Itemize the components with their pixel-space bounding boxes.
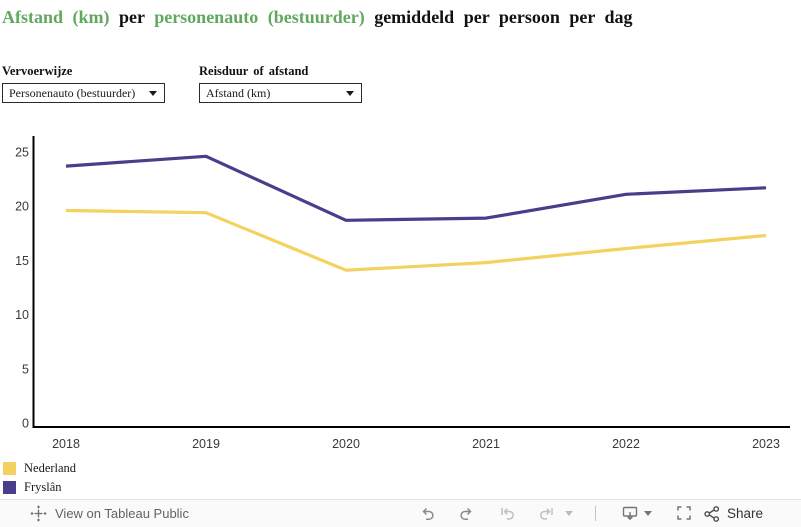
y-tick-label: 10 xyxy=(15,308,29,322)
download-options-chevron-down-icon[interactable] xyxy=(644,511,652,516)
legend-swatch xyxy=(3,481,16,494)
legend-label: Fryslân xyxy=(24,480,62,494)
filter-label: Vervoerwijze xyxy=(2,64,73,78)
legend-item-fryslân[interactable]: Fryslân xyxy=(3,478,76,497)
y-tick-label: 25 xyxy=(15,146,29,160)
legend-label: Nederland xyxy=(24,461,77,475)
x-tick-label: 2021 xyxy=(472,437,500,451)
toolbar: View on Tableau Public xyxy=(0,499,801,527)
filter-vervoerwijze: Vervoerwijze Personenauto (bestuurder) xyxy=(2,64,165,103)
line-chart: 0 5 10 15 20 25 2018 2019 2020 2021 2022 2023 xyxy=(0,126,801,458)
undo-icon[interactable] xyxy=(418,504,436,522)
fullscreen-icon[interactable] xyxy=(675,504,693,522)
y-tick-label: 5 xyxy=(22,362,29,376)
line-chart-svg: 0 5 10 15 20 25 2018 2019 2020 2021 2022 2023 xyxy=(15,136,790,451)
vervoerwijze-dropdown[interactable]: Personenauto (bestuurder) xyxy=(2,83,165,103)
title-segment-mode: personenauto (bestuurder) xyxy=(154,7,365,27)
y-tick-label: 0 xyxy=(22,417,29,431)
share-icon xyxy=(704,505,720,522)
share-button[interactable]: Share xyxy=(703,500,763,527)
chevron-down-icon xyxy=(149,91,157,96)
view-on-tableau-public-link[interactable]: View on Tableau Public xyxy=(30,500,189,527)
filter-reisduur: Reisduur of afstand Afstand (km) xyxy=(199,64,362,103)
chart-title: Afstand (km) per personenauto (bestuurde… xyxy=(2,7,633,28)
download-device-icon[interactable] xyxy=(621,504,639,522)
x-tick-label: 2022 xyxy=(612,437,640,451)
legend-swatch xyxy=(3,462,16,475)
toolbar-divider xyxy=(595,506,596,521)
tableau-logo-icon xyxy=(30,505,47,522)
refresh-icon[interactable] xyxy=(538,504,556,522)
reisduur-dropdown[interactable]: Afstand (km) xyxy=(199,83,362,103)
x-tick-label: 2023 xyxy=(752,437,780,451)
series-line-nederland[interactable] xyxy=(65,208,767,272)
series-line-fryslân[interactable] xyxy=(65,154,767,222)
dropdown-selected-value: Personenauto (bestuurder) xyxy=(9,85,136,100)
dropdown-selected-value: Afstand (km) xyxy=(206,85,271,100)
x-tick-label: 2018 xyxy=(52,437,80,451)
x-tick-label: 2020 xyxy=(332,437,360,451)
filter-label: Reisduur of afstand xyxy=(199,64,309,78)
reset-icon[interactable] xyxy=(498,504,516,522)
title-segment: gemiddeld per persoon per dag xyxy=(364,7,633,27)
x-tick-label: 2019 xyxy=(192,437,220,451)
color-legend: Nederland Fryslân xyxy=(3,459,76,497)
refresh-options-chevron-down-icon[interactable] xyxy=(565,511,573,516)
view-on-tableau-label: View on Tableau Public xyxy=(55,506,189,521)
y-tick-label: 15 xyxy=(15,254,29,268)
chevron-down-icon xyxy=(346,91,354,96)
title-segment-measure: Afstand (km) xyxy=(2,7,110,27)
y-tick-label: 20 xyxy=(15,200,29,214)
title-segment: per xyxy=(109,7,155,27)
legend-item-nederland[interactable]: Nederland xyxy=(3,459,76,478)
redo-icon[interactable] xyxy=(458,504,476,522)
share-label: Share xyxy=(727,506,764,521)
